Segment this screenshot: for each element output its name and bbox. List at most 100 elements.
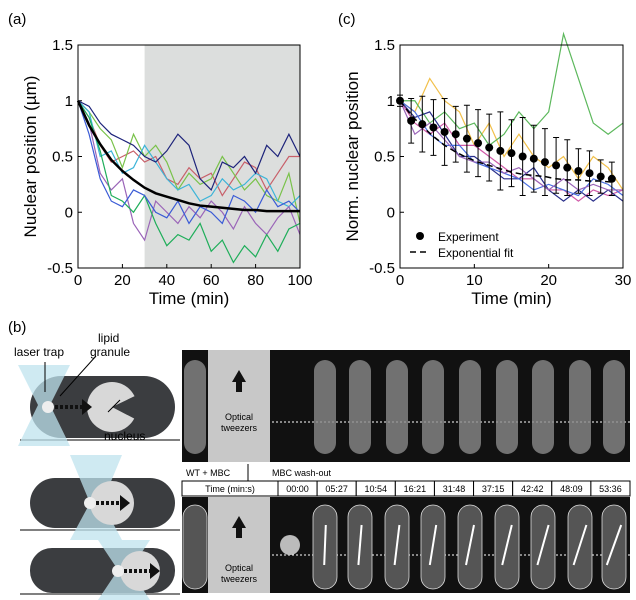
- spindle: [536, 524, 550, 566]
- y-tick-label: 1: [387, 93, 395, 110]
- spindle: [465, 524, 475, 566]
- tweezers-label: Optical: [225, 412, 253, 422]
- cell-image: [422, 360, 444, 454]
- diagram-labels: (b) laser trap lipid granule nucleus Opt…: [8, 319, 631, 584]
- data-line: [77, 100, 301, 208]
- data-point: [563, 163, 572, 172]
- data-line: [77, 100, 301, 224]
- time-label: 16:21: [404, 484, 427, 494]
- data-point: [496, 146, 505, 155]
- time-label: 37:15: [482, 484, 505, 494]
- legend-label: Exponential fit: [438, 246, 514, 260]
- data-point: [407, 116, 416, 125]
- x-axis-label: Time (min): [149, 289, 230, 308]
- y-tick-label: 1.5: [374, 37, 395, 54]
- y-axis-label: Norm. nuclear position: [343, 71, 362, 241]
- data-point: [440, 127, 449, 136]
- cell-image: [532, 360, 554, 454]
- cell-image: [569, 360, 591, 454]
- data-line: [76, 100, 300, 213]
- data-point: [485, 143, 494, 152]
- panel-label: (b): [8, 319, 26, 336]
- x-tick-label: 60: [203, 272, 220, 289]
- cell-images: [182, 360, 627, 590]
- data-line: [77, 100, 301, 264]
- granule-label: granule: [90, 345, 130, 359]
- data-point: [607, 174, 616, 183]
- plot-frame: [77, 44, 301, 269]
- y-tick-label: -0.5: [369, 260, 395, 277]
- spindle: [572, 524, 588, 566]
- legend-label: Experiment: [438, 230, 499, 244]
- x-tick-label: 20: [540, 272, 557, 289]
- time-label: 48:09: [560, 484, 583, 494]
- time-header: Time (min:s): [205, 484, 255, 494]
- time-label: 00:00: [286, 484, 309, 494]
- x-tick-label: 100: [287, 272, 312, 289]
- x-axis-label: Time (min): [471, 289, 552, 308]
- y-tick-label: 1: [65, 93, 73, 110]
- spindle: [605, 524, 623, 566]
- time-cell: [590, 480, 631, 497]
- data-point: [429, 123, 438, 132]
- spindle: [501, 524, 513, 566]
- data-point: [507, 149, 516, 158]
- spindle: [393, 524, 401, 566]
- y-tick-label: 0: [65, 204, 73, 221]
- washout-label: MBC wash-out: [272, 468, 332, 478]
- cell-image: [314, 360, 336, 454]
- data-point: [474, 139, 483, 148]
- data-point: [418, 120, 427, 129]
- time-label: 10:54: [365, 484, 388, 494]
- y-tick-label: 0: [387, 204, 395, 221]
- y-tick-label: 0.5: [374, 149, 395, 166]
- laser-trap-label: laser trap: [14, 345, 64, 359]
- granule-label: lipid: [98, 331, 119, 345]
- cell-image: [349, 360, 371, 454]
- data-point: [596, 172, 605, 181]
- data-point: [518, 152, 527, 161]
- cell-image: [386, 360, 408, 454]
- cell-image: [184, 360, 206, 454]
- tweezers-label: tweezers: [221, 574, 258, 584]
- cell-image: [459, 360, 481, 454]
- data-line: [399, 100, 612, 183]
- x-tick-label: 30: [615, 272, 632, 289]
- spindle: [428, 524, 438, 566]
- data-line: [77, 100, 301, 225]
- y-tick-label: 1.5: [52, 37, 73, 54]
- data-point: [585, 169, 594, 178]
- time-label: 42:42: [521, 484, 544, 494]
- cell-diagrams: [18, 355, 180, 600]
- y-tick-label: 0.5: [52, 149, 73, 166]
- panel-label: (a): [8, 11, 26, 28]
- y-tick-label: -0.5: [47, 260, 73, 277]
- spindle: [323, 524, 327, 566]
- data-line: [77, 100, 300, 197]
- x-tick-label: 20: [114, 272, 131, 289]
- y-axis-label: Nuclear position (µm): [21, 76, 40, 238]
- data-point: [540, 158, 549, 167]
- x-tick-label: 10: [466, 272, 483, 289]
- data-point: [574, 166, 583, 175]
- data-line: [77, 100, 301, 192]
- x-tick-label: 0: [396, 272, 404, 289]
- x-tick-label: 40: [158, 272, 175, 289]
- cell-outline: [182, 504, 208, 590]
- nucleus-label: nucleus: [104, 429, 145, 443]
- cell-image: [603, 360, 625, 454]
- cell-image: [280, 535, 300, 555]
- data-point: [552, 161, 561, 170]
- panel-label: (c): [338, 11, 356, 28]
- plot-frame: [399, 44, 624, 269]
- data-line: [77, 100, 301, 242]
- data-point: [462, 134, 471, 143]
- data-point: [451, 130, 460, 139]
- condition-label: WT + MBC: [186, 468, 231, 478]
- x-tick-label: 0: [74, 272, 82, 289]
- tweezers-label: Optical: [225, 563, 253, 573]
- legend-marker: [416, 232, 424, 240]
- cell-image: [496, 360, 518, 454]
